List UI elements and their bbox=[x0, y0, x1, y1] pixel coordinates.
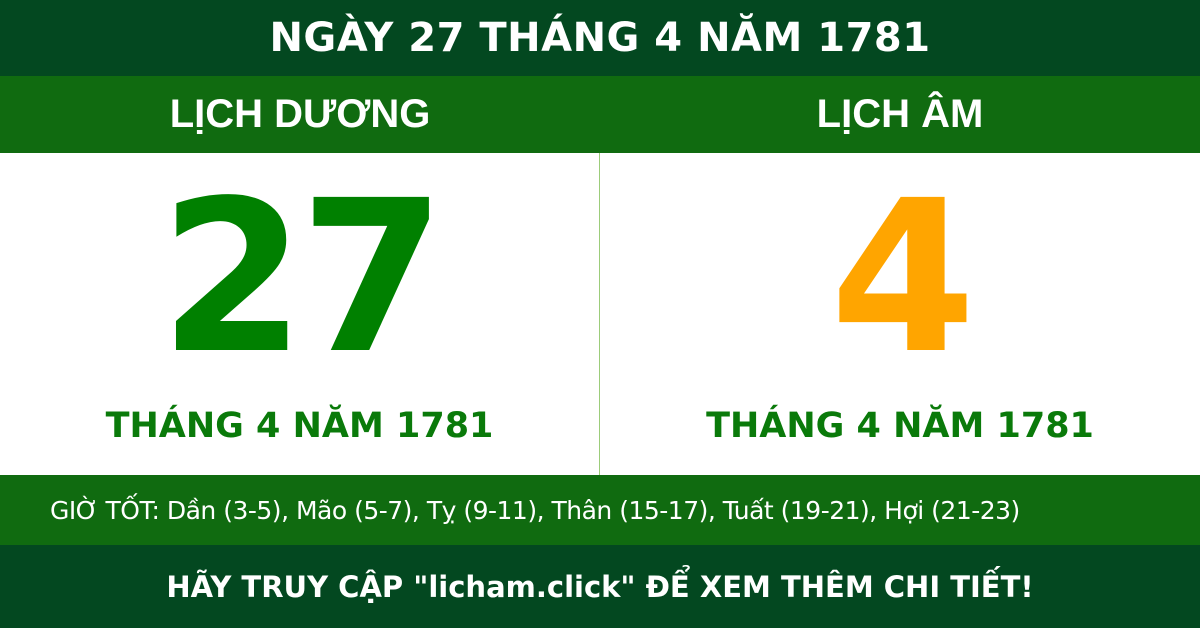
calendar-headers: LỊCH DƯƠNG LỊCH ÂM bbox=[0, 76, 1200, 153]
calendar-body: 27 THÁNG 4 NĂM 1781 4 THÁNG 4 NĂM 1781 bbox=[0, 153, 1200, 475]
lunar-day: 4 bbox=[829, 155, 976, 400]
lunar-month-year: THÁNG 4 NĂM 1781 bbox=[706, 406, 1094, 446]
solar-heading: LỊCH DƯƠNG bbox=[169, 92, 431, 136]
solar-day: 27 bbox=[159, 155, 445, 400]
lunar-panel: 4 THÁNG 4 NĂM 1781 bbox=[600, 153, 1200, 475]
solar-panel: 27 THÁNG 4 NĂM 1781 bbox=[0, 153, 600, 475]
lunar-heading: LỊCH ÂM bbox=[816, 92, 984, 136]
page-title: NGÀY 27 THÁNG 4 NĂM 1781 bbox=[0, 0, 1200, 76]
footer-cta: HÃY TRUY CẬP "licham.click" ĐỂ XEM THÊM … bbox=[0, 545, 1200, 628]
good-hours: GIỜ TỐT: Dần (3-5), Mão (5-7), Tỵ (9-11)… bbox=[0, 475, 1200, 545]
solar-month-year: THÁNG 4 NĂM 1781 bbox=[105, 406, 494, 446]
